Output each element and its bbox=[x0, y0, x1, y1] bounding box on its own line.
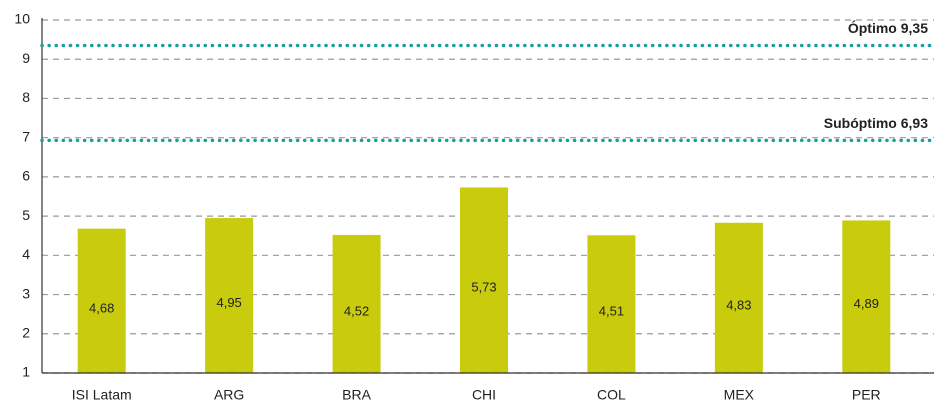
y-tick-label: 5 bbox=[22, 207, 30, 223]
x-tick-label: ISI Latam bbox=[72, 387, 132, 403]
y-tick-label: 2 bbox=[22, 324, 30, 340]
value-label: 4,89 bbox=[854, 296, 879, 311]
x-tick-label: MEX bbox=[724, 387, 755, 403]
value-label: 4,95 bbox=[216, 295, 241, 310]
y-tick-label: 10 bbox=[14, 11, 30, 27]
y-tick-label: 8 bbox=[22, 89, 30, 105]
reference-label: Subóptimo 6,93 bbox=[824, 115, 928, 131]
y-tick-label: 1 bbox=[22, 364, 30, 380]
value-label: 4,51 bbox=[599, 304, 624, 319]
value-label: 4,52 bbox=[344, 303, 369, 318]
y-tick-label: 6 bbox=[22, 168, 30, 184]
bars: ISI Latam 4,68 ARG 4,95 BRA 4,52 CHI 5,73 COL 4,5… bbox=[72, 187, 891, 403]
y-tick-label: 7 bbox=[22, 128, 30, 144]
value-label: 4,68 bbox=[89, 300, 114, 315]
y-tick-label: 3 bbox=[22, 285, 30, 301]
x-tick-label: COL bbox=[597, 387, 626, 403]
reference-lines: Óptimo 9,35 Subóptimo 6,93 bbox=[40, 19, 934, 143]
x-tick-label: PER bbox=[852, 387, 881, 403]
x-tick-label: CHI bbox=[472, 387, 496, 403]
y-tick-label: 9 bbox=[22, 50, 30, 66]
y-tick-label: 4 bbox=[22, 246, 30, 262]
x-tick-label: ARG bbox=[214, 387, 244, 403]
bar bbox=[77, 228, 126, 373]
value-label: 4,83 bbox=[726, 297, 751, 312]
bar bbox=[587, 235, 636, 373]
bar bbox=[714, 222, 763, 373]
bar bbox=[460, 187, 508, 373]
bar bbox=[332, 234, 381, 373]
bar bbox=[205, 218, 254, 373]
bar bbox=[842, 220, 891, 373]
value-label: 5,73 bbox=[471, 280, 496, 295]
x-tick-label: BRA bbox=[342, 387, 371, 403]
reference-label: Óptimo 9,35 bbox=[848, 19, 928, 36]
